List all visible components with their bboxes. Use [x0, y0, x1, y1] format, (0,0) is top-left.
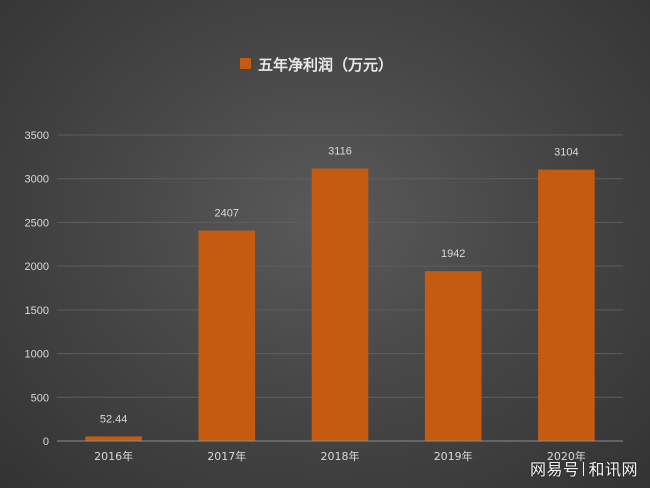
data-label: 3116	[328, 146, 352, 158]
x-tick-label: 2018年	[321, 449, 360, 463]
y-tick-label: 2500	[25, 217, 49, 229]
y-tick-label: 3500	[25, 130, 49, 142]
watermark: 网易号 和讯网	[530, 456, 638, 480]
x-tick-label: 2016年	[94, 449, 133, 463]
x-tick-label: 2019年	[434, 449, 473, 463]
legend-swatch	[240, 58, 251, 69]
data-label: 2407	[215, 208, 239, 220]
y-tick-label: 3000	[25, 174, 49, 186]
x-axis-tick-labels: 2016年 2017年 2018年 2019年 2020年	[94, 449, 586, 463]
y-tick-label: 500	[31, 392, 49, 404]
x-tick-label: 2017年	[207, 449, 246, 463]
legend: 五年净利润（万元）	[240, 56, 393, 74]
x-tick-label: 2020年	[547, 449, 586, 463]
bars	[85, 168, 595, 442]
y-tick-label: 0	[43, 436, 49, 448]
watermark-separator	[583, 462, 585, 476]
bar	[311, 168, 369, 441]
bar	[198, 230, 256, 441]
y-tick-label: 2000	[25, 261, 49, 273]
bar	[424, 271, 482, 441]
legend-label: 五年净利润（万元）	[258, 56, 393, 74]
bar	[85, 436, 142, 441]
data-labels: 52.44 2407 3116 1942 3104	[100, 146, 579, 426]
y-axis-tick-labels: 0 500 1000 1500 2000 2500 3000 3500	[25, 130, 49, 448]
data-label: 3104	[554, 147, 578, 159]
y-tick-label: 1000	[25, 349, 49, 361]
watermark-left: 网易号	[529, 460, 580, 479]
y-tick-label: 1500	[25, 305, 49, 317]
bar	[538, 169, 595, 442]
data-label: 52.44	[100, 413, 128, 425]
data-label: 1942	[441, 248, 465, 260]
watermark-right: 和讯网	[588, 460, 638, 479]
